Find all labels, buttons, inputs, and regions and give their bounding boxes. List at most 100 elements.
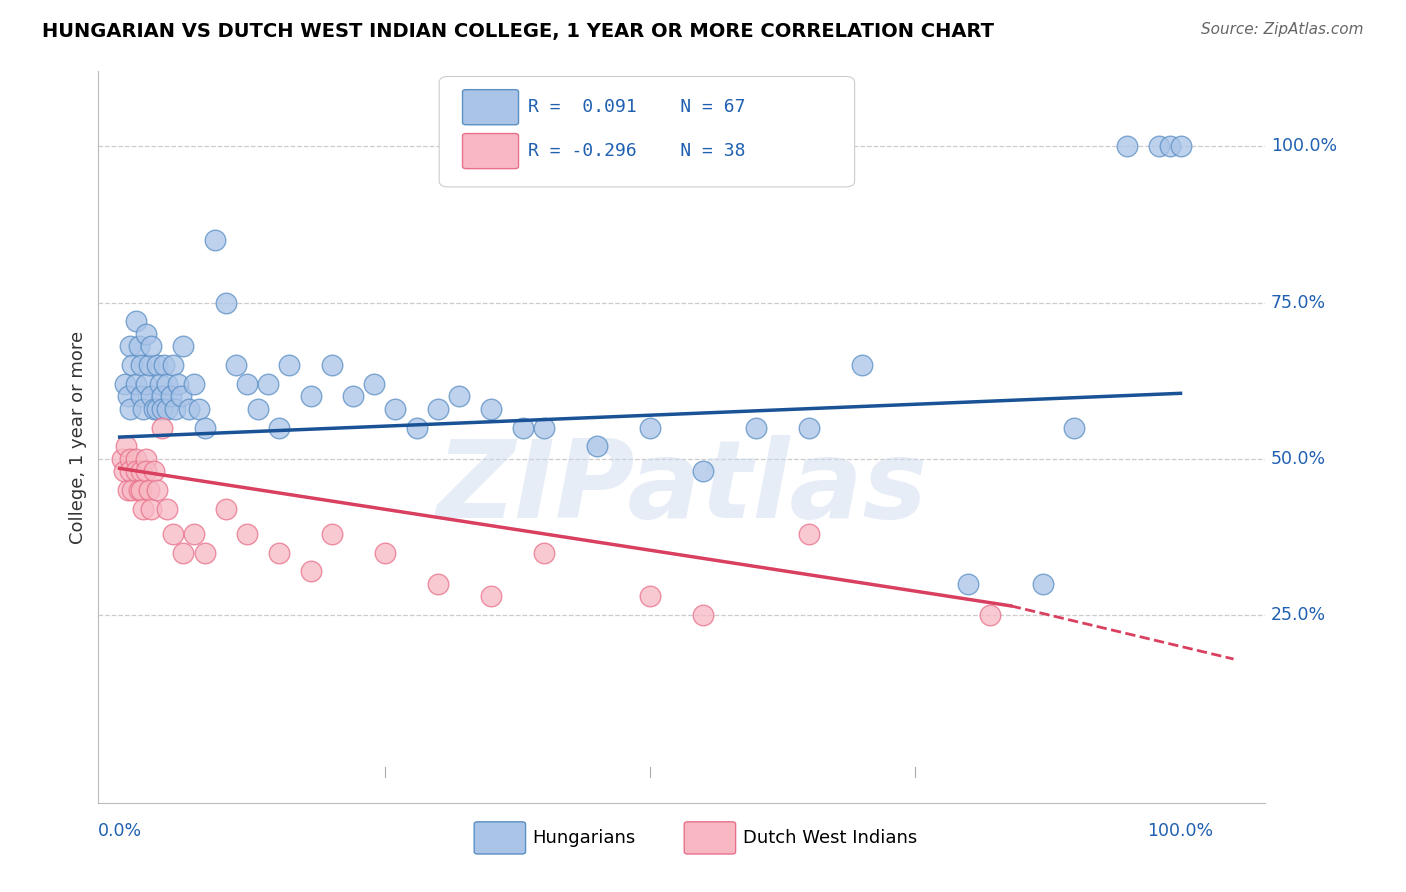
Point bbox=[120, 452, 142, 467]
Point bbox=[299, 389, 322, 403]
Point bbox=[1159, 139, 1181, 153]
Text: 100.0%: 100.0% bbox=[1271, 137, 1337, 155]
Point bbox=[156, 502, 179, 516]
Point bbox=[479, 401, 502, 416]
Point bbox=[129, 465, 152, 479]
Point bbox=[138, 358, 160, 372]
Point bbox=[384, 401, 406, 416]
Point bbox=[124, 314, 146, 328]
Point bbox=[150, 420, 173, 434]
Point bbox=[1116, 139, 1139, 153]
Point bbox=[363, 376, 385, 391]
Text: 50.0%: 50.0% bbox=[1271, 450, 1326, 468]
Point bbox=[132, 401, 155, 416]
Text: 0.0%: 0.0% bbox=[97, 822, 142, 839]
Point bbox=[156, 376, 179, 391]
Point bbox=[159, 389, 181, 403]
Point bbox=[135, 326, 157, 341]
Point bbox=[117, 483, 139, 498]
Point bbox=[321, 527, 343, 541]
Point bbox=[533, 420, 555, 434]
Point bbox=[129, 389, 152, 403]
Point bbox=[129, 483, 152, 498]
Point bbox=[638, 590, 661, 604]
Point bbox=[267, 546, 290, 560]
Point bbox=[124, 452, 146, 467]
Text: HUNGARIAN VS DUTCH WEST INDIAN COLLEGE, 1 YEAR OR MORE CORRELATION CHART: HUNGARIAN VS DUTCH WEST INDIAN COLLEGE, … bbox=[42, 22, 994, 41]
Point bbox=[979, 608, 1001, 623]
Point bbox=[479, 590, 502, 604]
Point bbox=[146, 483, 169, 498]
Point bbox=[146, 358, 169, 372]
Point bbox=[172, 546, 194, 560]
Point bbox=[342, 389, 364, 403]
Point bbox=[236, 527, 259, 541]
Point bbox=[124, 465, 146, 479]
Point bbox=[1149, 139, 1171, 153]
Point bbox=[851, 358, 873, 372]
Point bbox=[374, 546, 396, 560]
Point bbox=[246, 401, 269, 416]
Point bbox=[745, 420, 768, 434]
Point bbox=[215, 502, 238, 516]
Point bbox=[692, 465, 714, 479]
Point bbox=[170, 389, 193, 403]
Point bbox=[167, 376, 190, 391]
Point bbox=[638, 420, 661, 434]
Point bbox=[111, 452, 134, 467]
Text: R =  0.091    N = 67: R = 0.091 N = 67 bbox=[527, 98, 745, 116]
Point bbox=[163, 401, 186, 416]
Text: Source: ZipAtlas.com: Source: ZipAtlas.com bbox=[1201, 22, 1364, 37]
Point bbox=[321, 358, 343, 372]
Point bbox=[121, 358, 143, 372]
Point bbox=[150, 389, 173, 403]
Point bbox=[799, 420, 821, 434]
Point bbox=[957, 577, 980, 591]
FancyBboxPatch shape bbox=[463, 90, 519, 125]
Point bbox=[405, 420, 427, 434]
Point bbox=[193, 546, 215, 560]
Point bbox=[257, 376, 280, 391]
Point bbox=[267, 420, 290, 434]
Point bbox=[120, 465, 142, 479]
Point bbox=[215, 295, 238, 310]
Point bbox=[692, 608, 714, 623]
Point bbox=[172, 339, 194, 353]
Text: ZIPatlas: ZIPatlas bbox=[436, 435, 928, 541]
Point bbox=[1170, 139, 1192, 153]
Point bbox=[449, 389, 471, 403]
Point bbox=[135, 452, 157, 467]
Point bbox=[128, 339, 150, 353]
Point bbox=[188, 401, 211, 416]
Point bbox=[150, 401, 173, 416]
Point bbox=[1063, 420, 1085, 434]
Point bbox=[1032, 577, 1054, 591]
Text: R = -0.296    N = 38: R = -0.296 N = 38 bbox=[527, 142, 745, 160]
Point bbox=[204, 233, 226, 247]
Point bbox=[124, 376, 146, 391]
Point bbox=[236, 376, 259, 391]
FancyBboxPatch shape bbox=[439, 77, 855, 187]
Point bbox=[149, 376, 172, 391]
Point bbox=[177, 401, 200, 416]
Point bbox=[128, 483, 150, 498]
Point bbox=[115, 440, 138, 454]
Point bbox=[162, 527, 184, 541]
Text: 100.0%: 100.0% bbox=[1147, 822, 1213, 839]
Point bbox=[120, 339, 142, 353]
Point bbox=[146, 401, 169, 416]
Point bbox=[120, 401, 142, 416]
Point bbox=[225, 358, 247, 372]
Point bbox=[426, 401, 449, 416]
FancyBboxPatch shape bbox=[463, 134, 519, 169]
Point bbox=[278, 358, 301, 372]
Point bbox=[156, 401, 179, 416]
Point bbox=[112, 465, 135, 479]
Text: Dutch West Indians: Dutch West Indians bbox=[742, 829, 917, 847]
Text: Hungarians: Hungarians bbox=[533, 829, 636, 847]
Text: 75.0%: 75.0% bbox=[1271, 293, 1326, 311]
Point bbox=[799, 527, 821, 541]
Point bbox=[533, 546, 555, 560]
Point bbox=[512, 420, 534, 434]
Point bbox=[193, 420, 215, 434]
